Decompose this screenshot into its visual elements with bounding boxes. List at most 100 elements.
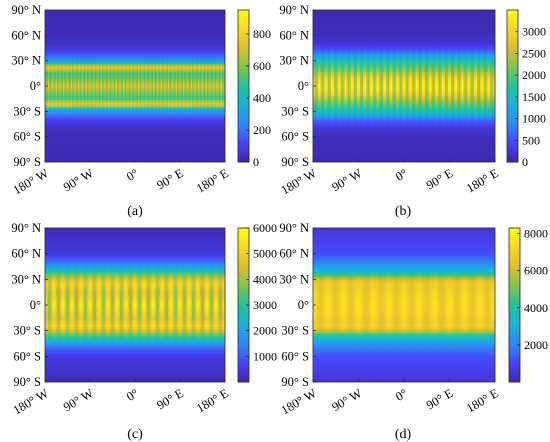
heatmap-cell (106, 20, 109, 23)
heatmap-cell (156, 53, 159, 57)
heatmap-cell (162, 31, 165, 35)
heatmap-cell (145, 25, 148, 28)
heatmap-cell (73, 77, 76, 80)
heatmap-cell (45, 16, 48, 20)
heatmap-cell (124, 33, 127, 36)
heatmap-cell (175, 47, 178, 50)
heatmap-cell (175, 23, 178, 26)
heatmap-cell (73, 43, 76, 47)
heatmap-cell (97, 62, 100, 65)
heatmap-cell (181, 31, 184, 35)
heatmap-cell (48, 18, 51, 21)
heatmap-cell (88, 52, 91, 55)
heatmap-cell (190, 48, 193, 52)
heatmap-cell (88, 64, 91, 67)
heatmap-cell (147, 58, 150, 62)
heatmap-cell (69, 57, 72, 60)
heatmap-cell (192, 47, 195, 50)
heatmap-cell (219, 74, 222, 77)
heatmap-cell (154, 48, 157, 52)
heatmap-cell (222, 28, 225, 31)
heatmap-cell (199, 31, 202, 35)
heatmap-cell (211, 35, 214, 38)
heatmap-cell (54, 35, 57, 38)
heatmap-cell (141, 50, 144, 53)
heatmap-cell (67, 13, 70, 16)
heatmap-cell (199, 18, 202, 21)
heatmap-cell (184, 25, 187, 28)
heatmap-cell (145, 15, 148, 18)
heatmap-cell (102, 15, 105, 18)
heatmap-cell (75, 18, 78, 21)
heatmap-cell (175, 40, 178, 43)
heatmap-cell (57, 20, 60, 23)
heatmap-cell (178, 43, 181, 47)
heatmap-cell (126, 21, 129, 25)
heatmap-cell (166, 57, 169, 60)
heatmap-cell (136, 58, 139, 62)
heatmap-cell (222, 25, 225, 28)
heatmap-cell (105, 31, 108, 35)
heatmap-cell (94, 62, 97, 65)
heatmap-cell (213, 11, 216, 14)
heatmap-cell (186, 35, 189, 38)
heatmap-cell (189, 23, 192, 26)
heatmap-cell (175, 35, 178, 38)
heatmap-cell (129, 31, 132, 35)
heatmap-cell (150, 21, 153, 25)
heatmap-cell (148, 70, 151, 74)
heatmap-cell (45, 50, 48, 53)
heatmap-cell (163, 37, 166, 40)
heatmap-cell (108, 58, 111, 62)
heatmap-cell (64, 45, 67, 48)
heatmap-cell (111, 47, 114, 50)
heatmap-cell (141, 47, 144, 50)
heatmap-cell (121, 74, 124, 77)
heatmap-cell (223, 70, 225, 74)
heatmap-cell (109, 53, 112, 57)
heatmap-cell (111, 57, 114, 60)
heatmap-cell (64, 77, 67, 80)
heatmap-cell (175, 45, 178, 48)
heatmap-cell (223, 26, 225, 30)
heatmap-cell (79, 47, 82, 50)
heatmap-cell (213, 45, 216, 48)
heatmap-cell (58, 67, 61, 70)
heatmap-cell (150, 70, 153, 74)
heatmap-cell (202, 15, 205, 18)
heatmap-cell (180, 62, 183, 65)
heatmap-cell (139, 58, 142, 62)
heatmap-cell (172, 74, 175, 77)
heatmap-cell (45, 47, 48, 50)
heatmap-cell (52, 50, 55, 53)
heatmap-cell (112, 69, 115, 72)
heatmap-cell (96, 31, 99, 35)
heatmap-cell (172, 31, 175, 35)
heatmap-cell (174, 65, 177, 69)
heatmap-cell (123, 62, 126, 65)
heatmap-cell (130, 40, 133, 43)
heatmap-cell (130, 70, 133, 74)
heatmap-cell (175, 30, 178, 33)
heatmap-cell (58, 16, 61, 20)
heatmap-cell (127, 55, 130, 58)
heatmap-cell (201, 28, 204, 31)
heatmap-cell (171, 70, 174, 74)
heatmap-cell (100, 69, 103, 72)
heatmap-cell (222, 64, 225, 67)
heatmap-cell (220, 10, 223, 13)
heatmap-cell (148, 47, 151, 50)
heatmap-cell (54, 33, 57, 36)
heatmap-cell (139, 57, 142, 60)
heatmap-cell (124, 21, 127, 25)
heatmap-cell (106, 74, 109, 77)
heatmap-cell (51, 11, 54, 14)
heatmap-cell (78, 40, 81, 43)
heatmap-cell (57, 35, 60, 38)
heatmap-cell (181, 50, 184, 53)
heatmap-cell (222, 69, 225, 72)
heatmap-cell (79, 15, 82, 18)
heatmap-cell (48, 58, 51, 62)
heatmap-cell (49, 21, 52, 25)
heatmap-cell (183, 15, 186, 18)
